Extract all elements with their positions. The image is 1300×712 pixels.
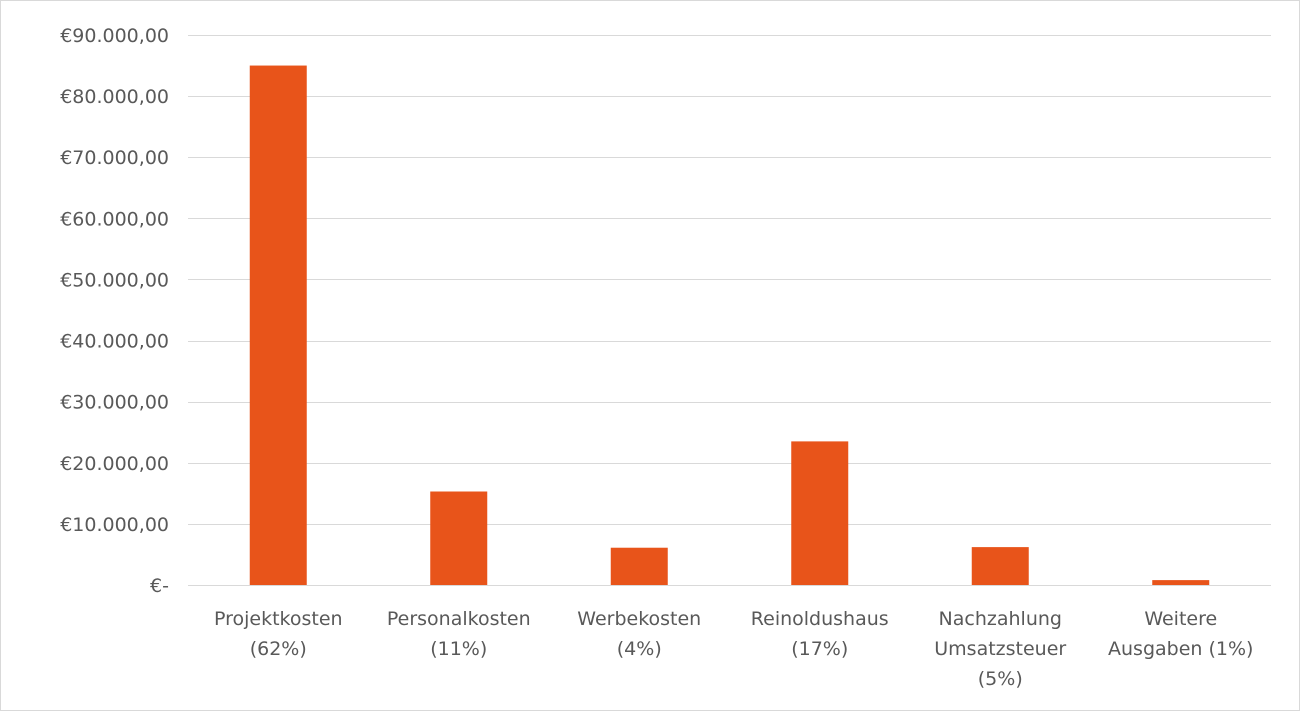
x-tick-label: Personalkosten xyxy=(387,608,531,630)
y-tick-label: €70.000,00 xyxy=(60,147,169,169)
x-tick-label: Weitere xyxy=(1144,608,1217,630)
y-tick-label: €40.000,00 xyxy=(60,331,169,353)
y-tick-label: €50.000,00 xyxy=(60,269,169,291)
x-tick-label: Werbekosten xyxy=(577,608,701,630)
x-tick-label: Reinoldushaus xyxy=(751,608,889,630)
bar xyxy=(971,547,1029,585)
x-axis: Projektkosten (62%) Personalkosten (11%) Wer… xyxy=(214,608,1254,690)
y-tick-label: €10.000,00 xyxy=(60,514,169,536)
y-tick-label: €80.000,00 xyxy=(60,86,169,108)
bar xyxy=(791,441,849,585)
x-tick-label: Ausgaben (1%) xyxy=(1108,638,1253,660)
y-tick-label: €90.000,00 xyxy=(60,25,169,47)
bar xyxy=(610,547,668,585)
bars xyxy=(249,65,1210,586)
bar xyxy=(249,65,307,586)
x-tick-label: Projektkosten xyxy=(214,608,343,630)
x-tick-label: (4%) xyxy=(617,638,662,660)
y-tick-label: €- xyxy=(150,575,169,597)
x-tick-label: (62%) xyxy=(250,638,307,660)
y-axis: €- €10.000,00 €20.000,00 €30.000,00 €40.000,… xyxy=(60,25,169,597)
y-tick-label: €30.000,00 xyxy=(60,392,169,414)
x-tick-label: Nachzahlung xyxy=(939,608,1062,630)
y-tick-label: €20.000,00 xyxy=(60,453,169,475)
x-tick-label: (5%) xyxy=(978,668,1023,690)
gridlines xyxy=(188,35,1271,586)
y-tick-label: €60.000,00 xyxy=(60,208,169,230)
x-tick-label: Umsatzsteuer xyxy=(934,638,1066,660)
bar xyxy=(1152,580,1210,585)
x-tick-label: (11%) xyxy=(430,638,487,660)
bar xyxy=(430,491,488,585)
x-tick-label: (17%) xyxy=(791,638,848,660)
